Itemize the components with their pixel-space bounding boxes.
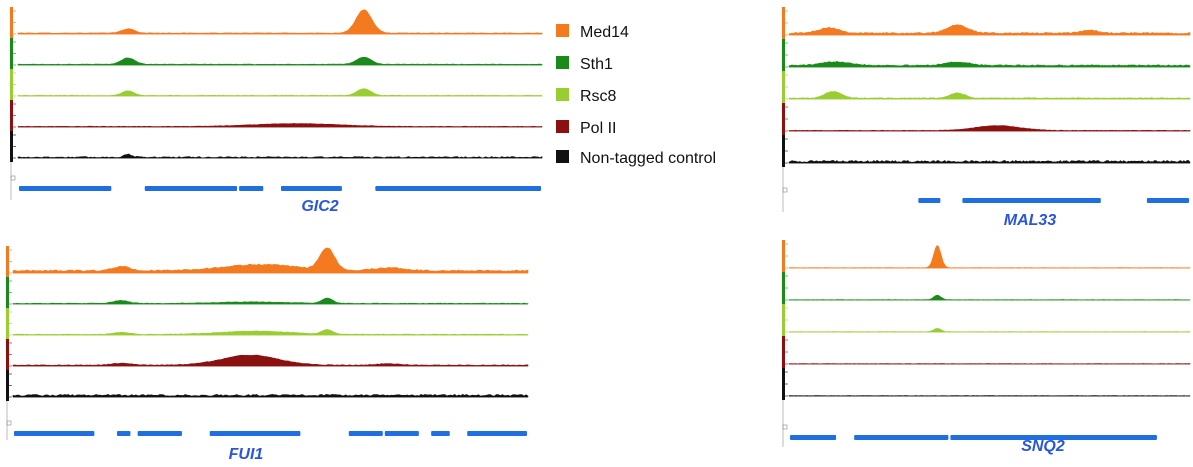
gene-track-marker xyxy=(10,175,16,181)
gene-label-gic2: GIC2 xyxy=(301,198,338,215)
panel-snq2 xyxy=(782,240,1191,447)
panel-fui1 xyxy=(6,246,529,440)
track-scale-bar-sth1 xyxy=(782,39,785,71)
track-scale-bar-med14 xyxy=(782,240,785,272)
gene-feature-bar xyxy=(467,431,527,436)
gene-label-fui1: FUI1 xyxy=(229,446,264,463)
gene-feature-bar xyxy=(239,186,264,191)
signal-track-pol2 xyxy=(12,354,529,367)
signal-track-rsc8 xyxy=(788,328,1191,333)
signal-track-med14 xyxy=(788,24,1191,36)
gene-feature-bar xyxy=(19,186,112,191)
gene-feature-bar xyxy=(918,198,941,203)
signal-track-sth1 xyxy=(788,294,1191,301)
gene-feature-bar xyxy=(14,431,95,436)
gene-feature-bar xyxy=(790,435,837,440)
gene-track-marker xyxy=(782,424,788,430)
legend-swatch-control xyxy=(556,150,569,163)
legend-swatch-med14 xyxy=(556,24,569,37)
gene-feature-bar xyxy=(348,431,383,436)
legend-swatch-sth1 xyxy=(556,56,569,69)
panel-mal33 xyxy=(782,7,1191,212)
gene-feature-bar xyxy=(384,431,419,436)
gene-feature-bar xyxy=(137,431,182,436)
gene-feature-bar xyxy=(375,186,541,191)
signal-track-med14 xyxy=(17,9,543,35)
signal-track-sth1 xyxy=(12,297,529,305)
track-scale-bar-rsc8 xyxy=(782,71,785,103)
legend-label-control: Non-tagged control xyxy=(580,150,716,167)
gene-track-marker xyxy=(782,187,788,193)
legend-label-med14: Med14 xyxy=(580,24,629,41)
track-scale-bar-control xyxy=(782,135,785,167)
track-scale-bar-med14 xyxy=(10,7,13,38)
panels xyxy=(6,7,1191,447)
signal-track-pol2 xyxy=(17,123,543,128)
track-scale-bar-sth1 xyxy=(10,38,13,69)
signal-track-sth1 xyxy=(17,57,543,66)
signal-track-control xyxy=(12,393,529,398)
track-scale-bar-control xyxy=(782,368,785,400)
track-scale-bar-med14 xyxy=(782,7,785,39)
track-scale-bar-control xyxy=(6,370,9,401)
legend-swatch-rsc8 xyxy=(556,88,569,101)
track-scale-bar-pol2 xyxy=(10,100,13,131)
gene-feature-bar xyxy=(117,431,131,436)
signal-track-med14 xyxy=(788,244,1191,269)
gene-track-marker xyxy=(6,420,12,426)
signal-track-control xyxy=(17,153,543,159)
signal-track-control xyxy=(788,160,1191,164)
signal-track-rsc8 xyxy=(788,91,1191,100)
legend: Med14 Sth1 Rsc8 Pol II Non-tagged contro… xyxy=(556,24,716,167)
legend-label-pol2: Pol II xyxy=(580,120,616,137)
signal-track-rsc8 xyxy=(12,329,529,336)
gene-feature-bar xyxy=(962,198,1101,203)
gene-feature-bar xyxy=(854,435,949,440)
track-scale-bar-med14 xyxy=(6,246,9,277)
gene-feature-bar xyxy=(1146,198,1189,203)
gene-label-snq2: SNQ2 xyxy=(1021,438,1065,455)
track-scale-bar-rsc8 xyxy=(6,308,9,339)
gene-feature-bar xyxy=(281,186,342,191)
signal-track-sth1 xyxy=(788,60,1191,68)
track-scale-bar-pol2 xyxy=(782,336,785,368)
gene-label-mal33: MAL33 xyxy=(1004,212,1057,229)
track-scale-bar-rsc8 xyxy=(782,304,785,336)
legend-label-sth1: Sth1 xyxy=(580,56,613,73)
gene-feature-bar xyxy=(431,431,450,436)
signal-track-pol2 xyxy=(788,125,1191,132)
track-scale-bar-sth1 xyxy=(782,272,785,304)
legend-label-rsc8: Rsc8 xyxy=(580,88,617,105)
track-scale-bar-sth1 xyxy=(6,277,9,308)
gene-feature-bar xyxy=(144,186,238,191)
track-scale-bar-pol2 xyxy=(6,339,9,370)
signal-track-rsc8 xyxy=(17,88,543,97)
track-scale-bar-rsc8 xyxy=(10,69,13,100)
gene-feature-bar xyxy=(209,431,301,436)
signal-track-med14 xyxy=(12,247,529,274)
panel-gic2 xyxy=(10,7,543,200)
track-scale-bar-pol2 xyxy=(782,103,785,135)
gene-feature-bar xyxy=(950,435,1157,440)
legend-swatch-pol2 xyxy=(556,120,569,133)
track-scale-bar-control xyxy=(10,131,13,162)
